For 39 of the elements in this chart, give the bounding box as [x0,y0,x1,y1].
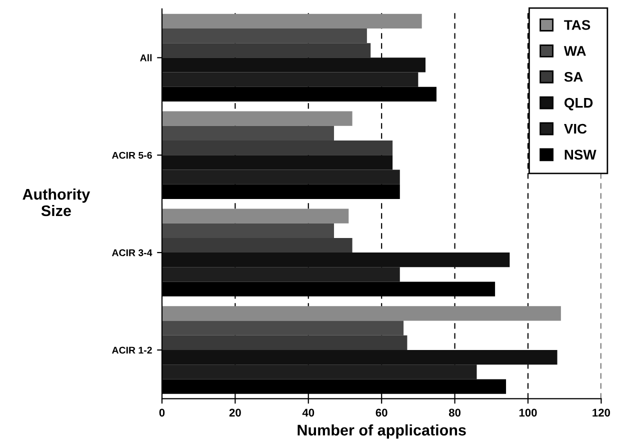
bar [162,140,393,156]
bar [162,306,561,321]
bar [162,320,404,336]
bar [162,267,400,282]
x-tick-label: 80 [448,408,461,417]
bar [162,238,352,253]
y-tick-label: ACIR 5-6 [112,152,152,159]
bar [162,223,334,238]
bar [162,58,426,72]
bar [162,111,352,126]
bar [162,14,422,28]
bar [162,126,334,141]
legend-label: VIC [564,124,587,134]
bar [162,28,367,44]
x-tick-label: 40 [302,408,314,417]
x-tick-label: 20 [229,408,241,417]
bar [162,208,349,224]
bar [162,155,393,170]
x-tick-label: 120 [592,408,610,417]
x-tick-label: 60 [376,408,388,417]
bar [162,170,400,184]
bar [162,350,558,365]
bar [162,72,418,87]
legend-label: WA [564,46,586,56]
bar [162,335,408,350]
y-tick-label: ACIR 1-2 [112,346,152,354]
y-axis-title: Authority Size [22,188,90,216]
legend-label: NSW [564,150,596,160]
legend-label: QLD [564,98,593,110]
bar [162,252,510,268]
x-tick-label: 100 [519,408,537,417]
y-tick-label: All [140,54,152,62]
x-tick-label: 0 [159,408,165,417]
y-tick-label: ACIR 3-4 [112,249,152,256]
legend-label: TAS [564,20,590,30]
bar [162,364,477,380]
x-axis-title: Number of applications [298,424,466,439]
bar [162,43,371,58]
legend-label: SA [564,72,583,82]
